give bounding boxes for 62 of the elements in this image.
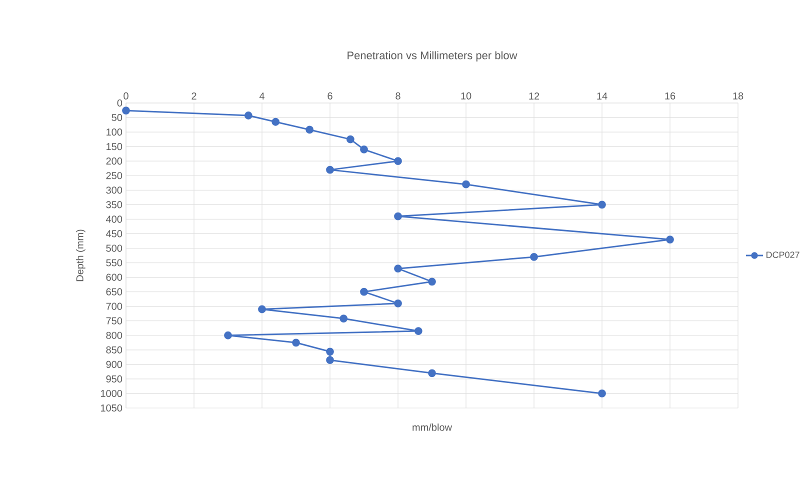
x-axis-title: mm/blow <box>412 424 452 431</box>
point <box>326 348 334 356</box>
point <box>462 180 470 188</box>
y-tick-label: 350 <box>106 201 122 208</box>
y-tick-label: 650 <box>106 288 122 296</box>
x-tick-label: 14 <box>597 92 608 100</box>
point <box>326 356 334 364</box>
point <box>122 106 130 115</box>
point <box>360 288 368 296</box>
y-tick-label: 300 <box>106 186 122 194</box>
y-tick-label: 950 <box>106 375 122 382</box>
x-tick-label: 8 <box>396 92 400 100</box>
point <box>224 331 232 340</box>
y-tick-label: 550 <box>106 259 122 266</box>
y-tick-label: 200 <box>106 158 122 165</box>
point <box>428 278 436 286</box>
point <box>666 236 674 244</box>
x-tick-label: 16 <box>665 92 676 100</box>
y-axis-title: Depth (mm) <box>76 230 86 282</box>
x-tick-label: 4 <box>259 92 264 100</box>
point <box>598 200 606 209</box>
point <box>244 112 252 120</box>
y-tick-label: 850 <box>106 346 122 354</box>
y-tick-label: 250 <box>106 172 122 180</box>
point <box>292 338 300 347</box>
y-tick-label: 500 <box>106 244 122 252</box>
point <box>414 327 422 335</box>
point <box>360 146 368 154</box>
point <box>598 390 606 398</box>
x-tick-label: 0 <box>124 92 128 100</box>
point <box>340 314 348 322</box>
y-tick-label: 50 <box>112 114 122 122</box>
x-tick-label: 12 <box>529 92 540 100</box>
x-tick-label: 10 <box>461 92 472 100</box>
y-tick-label: 700 <box>106 302 122 310</box>
y-tick-label: 400 <box>106 216 122 223</box>
y-tick-label: 150 <box>106 143 122 150</box>
y-tick-label: 100 <box>106 128 122 136</box>
point <box>394 212 402 220</box>
y-tick-label: 900 <box>106 360 122 368</box>
y-tick-label: 450 <box>106 230 122 238</box>
y-tick-label: 800 <box>106 332 122 339</box>
point <box>326 166 334 174</box>
y-tick-label: 1050 <box>100 404 122 412</box>
y-tick-label: 0 <box>117 99 122 107</box>
y-tick-label: 600 <box>106 274 122 281</box>
y-tick-label: 1000 <box>100 390 122 398</box>
point <box>394 264 402 273</box>
x-tick-label: 2 <box>192 92 196 100</box>
legend-label: DCP027 <box>766 252 800 258</box>
x-tick-label: 18 <box>733 92 744 100</box>
y-tick-label: 750 <box>106 317 122 324</box>
point <box>394 157 402 166</box>
chart-title: Penetration vs Millimeters per blow <box>348 51 518 62</box>
point <box>346 135 354 144</box>
point <box>272 118 280 126</box>
point <box>258 305 266 314</box>
point <box>530 253 538 261</box>
point <box>394 299 402 308</box>
point <box>306 126 314 134</box>
x-tick-label: 6 <box>328 92 332 100</box>
point <box>428 369 436 378</box>
